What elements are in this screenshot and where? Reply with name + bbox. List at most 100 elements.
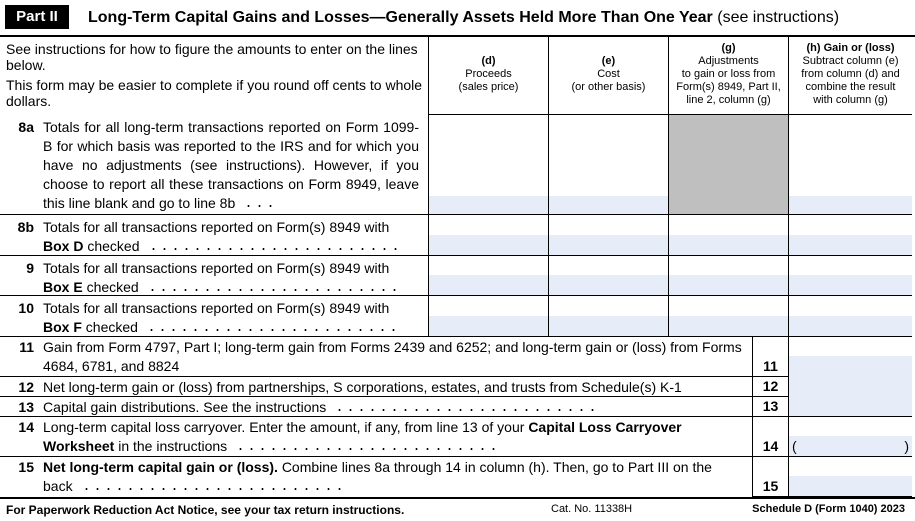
- column-desc: Form(s) 8949, Part II,: [676, 81, 781, 93]
- amount-input[interactable]: [429, 196, 548, 214]
- line-desc: Combine lines 8a through 14 in column (h…: [43, 459, 712, 494]
- amount-cell: [428, 296, 548, 337]
- column-desc: line 2, column (g): [686, 94, 771, 106]
- paren-open: (: [792, 438, 797, 454]
- row-desc: Totals for all transactions reported on …: [43, 260, 390, 276]
- amount-cell: [668, 256, 788, 296]
- title-text: Long-Term Capital Gains and Losses—Gener…: [88, 9, 713, 26]
- rule: [0, 497, 915, 499]
- column-desc: Subtract column (e): [802, 55, 899, 67]
- line-rest: in the instructions: [118, 438, 228, 454]
- amount-cell: [788, 296, 912, 337]
- amount-input[interactable]: [669, 316, 788, 336]
- line-number-ref: 13: [762, 398, 779, 414]
- amount-cell: [788, 215, 912, 256]
- line-bold: Net long-term capital gain or (loss).: [43, 459, 278, 475]
- column-desc: (or other basis): [571, 81, 646, 93]
- amount-cell: [788, 256, 912, 296]
- column-desc: Proceeds: [465, 68, 512, 80]
- footer-left: For Paperwork Reduction Act Notice, see …: [6, 503, 405, 517]
- column-letter: (d): [481, 55, 496, 67]
- line-number: 14: [18, 419, 34, 435]
- amount-input[interactable]: [669, 275, 788, 295]
- amount-cell: [548, 256, 668, 296]
- line-desc: Gain from Form 4797, Part I; long-term g…: [43, 339, 742, 374]
- rule: [0, 35, 915, 37]
- footer-center: Cat. No. 11338H: [551, 503, 633, 515]
- line-desc: Capital gain distributions. See the inst…: [43, 399, 327, 415]
- leader-dots: [80, 481, 341, 491]
- amount-input[interactable]: [789, 196, 912, 214]
- amount-cell: [788, 115, 912, 215]
- line-number: 12: [18, 379, 34, 395]
- line-number-box: 15: [752, 457, 788, 497]
- amount-input[interactable]: [789, 476, 912, 496]
- amount-cell: [788, 397, 912, 417]
- amount-cell: [428, 215, 548, 256]
- header-title: Long-Term Capital Gains and Losses—Gener…: [88, 6, 908, 30]
- leader-dots: [147, 241, 398, 251]
- row-number: 9: [26, 260, 34, 276]
- row-text: Totals for all transactions reported on …: [43, 218, 419, 255]
- amount-input[interactable]: [789, 356, 912, 376]
- column-desc: from column (d) and: [801, 68, 900, 80]
- amount-input[interactable]: [789, 316, 912, 336]
- amount-cell: [548, 215, 668, 256]
- row-text: Totals for all transactions reported on …: [43, 259, 419, 295]
- line-desc: Long-term capital loss carryover. Enter …: [43, 419, 525, 435]
- amount-cell: [668, 296, 788, 337]
- amount-cell: [428, 115, 548, 215]
- leader-dots: [145, 322, 396, 332]
- amount-input[interactable]: [549, 196, 668, 214]
- amount-input[interactable]: [789, 376, 912, 396]
- line-number-ref: 11: [763, 358, 778, 374]
- amount-cell: [788, 457, 912, 497]
- amount-input[interactable]: [789, 275, 912, 295]
- row-box: Box E: [43, 279, 83, 295]
- column-header: (h) Gain or (loss) Subtract column (e) fro…: [788, 37, 912, 115]
- paren-close: ): [904, 438, 909, 454]
- line-number-ref: 15: [762, 478, 779, 494]
- line-number-ref: 12: [762, 378, 779, 394]
- row-number: 10: [18, 300, 34, 316]
- amount-input[interactable]: [429, 235, 548, 255]
- amount-input[interactable]: [429, 275, 548, 295]
- line-number: 13: [18, 399, 34, 415]
- amount-input[interactable]: [549, 235, 668, 255]
- row-rest: checked: [87, 238, 140, 254]
- row-rule: [0, 255, 428, 256]
- line-desc: Net long-term gain or (loss) from partne…: [43, 379, 682, 395]
- footer-right: Schedule D (Form 1040) 2023: [752, 503, 905, 515]
- column-header: (e) Cost (or other basis): [548, 37, 668, 115]
- amount-input[interactable]: [429, 316, 548, 336]
- amount-input[interactable]: [549, 316, 668, 336]
- amount-input[interactable]: [669, 235, 788, 255]
- amount-cell: [788, 417, 912, 457]
- amount-input[interactable]: [789, 235, 912, 255]
- part-badge: Part II: [5, 5, 69, 29]
- leader-dots: [235, 441, 496, 451]
- line-number-box: 14: [752, 417, 788, 457]
- intro-text: This form may be easier to complete if y…: [6, 77, 423, 109]
- amount-input[interactable]: [549, 275, 668, 295]
- row-rule: [0, 336, 428, 337]
- column-desc: (sales price): [458, 81, 519, 93]
- row-rest: checked: [85, 319, 138, 335]
- column-desc: combine the result: [805, 81, 896, 93]
- intro-text: See instructions for how to figure the a…: [6, 41, 418, 73]
- line-number-box: 11: [752, 337, 788, 377]
- leader-dots: [146, 282, 397, 292]
- amount-input[interactable]: (): [789, 436, 912, 456]
- line-text: Net long-term capital gain or (loss). Co…: [43, 458, 745, 498]
- amount-cell: [548, 296, 668, 337]
- amount-cell: [668, 115, 788, 215]
- column-letter: (e): [601, 55, 616, 67]
- line-number: 15: [18, 459, 34, 475]
- amount-input[interactable]: [789, 396, 912, 416]
- column-header: (d) Proceeds (sales price): [428, 37, 548, 115]
- column-letter: (h) Gain or (loss): [806, 42, 895, 54]
- amount-cell: [668, 215, 788, 256]
- column-desc: Adjustments: [698, 55, 759, 67]
- row-desc: Totals for all transactions reported on …: [43, 219, 390, 235]
